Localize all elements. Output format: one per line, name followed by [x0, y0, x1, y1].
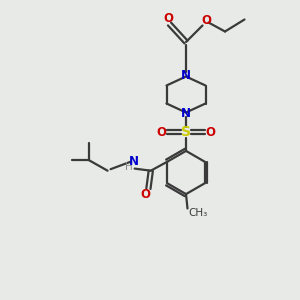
Text: S: S	[181, 125, 191, 139]
Text: O: O	[201, 14, 211, 28]
Text: O: O	[140, 188, 150, 201]
Text: N: N	[181, 106, 191, 120]
Text: O: O	[156, 125, 167, 139]
Text: O: O	[163, 12, 173, 25]
Text: N: N	[181, 69, 191, 82]
Text: H: H	[125, 162, 133, 172]
Text: N: N	[129, 155, 139, 168]
Text: CH₃: CH₃	[188, 208, 208, 218]
Text: O: O	[206, 125, 216, 139]
